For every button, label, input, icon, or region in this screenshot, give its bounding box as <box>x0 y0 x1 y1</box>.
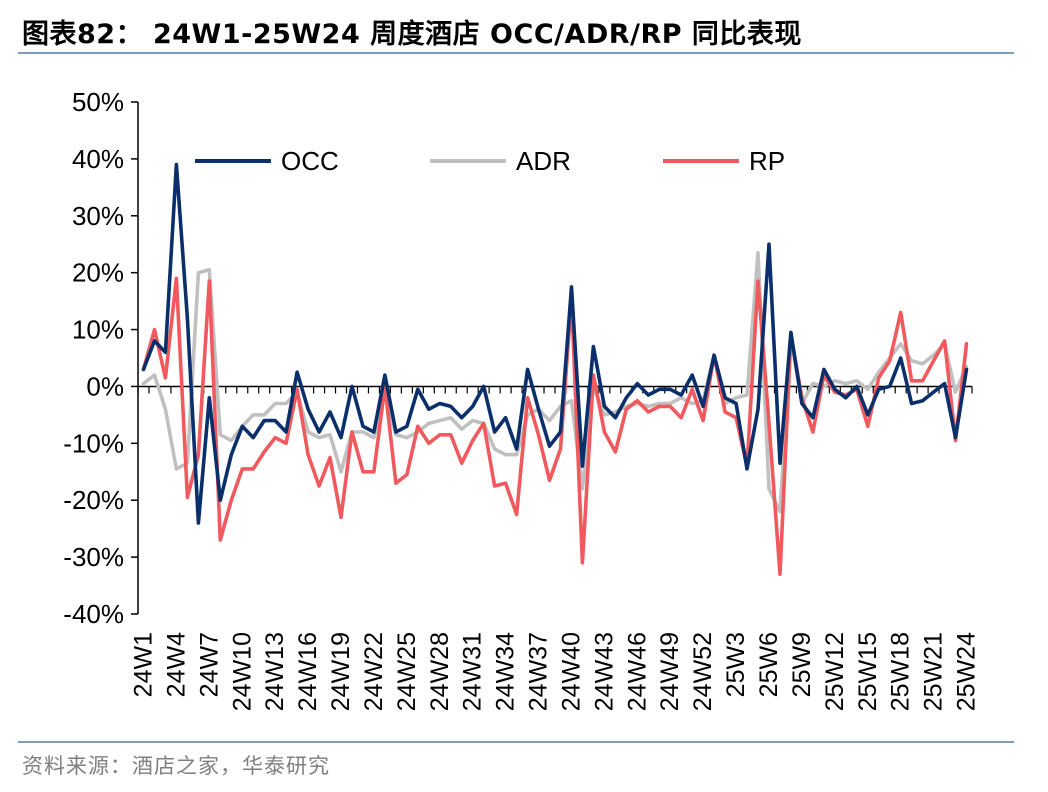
x-tick-label: 24W37 <box>525 632 553 711</box>
x-tick-label: 24W49 <box>656 632 684 711</box>
x-tick-label: 25W3 <box>722 632 750 697</box>
x-tick-label: 24W19 <box>327 632 355 711</box>
y-tick-label: 20% <box>72 258 124 288</box>
x-tick-label: 25W12 <box>821 632 849 711</box>
y-tick-label: -30% <box>63 542 124 572</box>
x-tick-label: 25W24 <box>953 632 981 711</box>
legend-label-rp: RP <box>749 146 785 176</box>
series-layer <box>141 162 969 577</box>
title-divider <box>18 52 1014 54</box>
x-tick-label: 24W28 <box>426 632 454 711</box>
x-tick-label: 24W43 <box>590 632 618 711</box>
y-tick-label: -40% <box>63 599 124 629</box>
y-tick-label: 0% <box>86 371 124 401</box>
x-tick-label: 25W15 <box>854 632 882 711</box>
x-tick-label: 24W25 <box>393 632 421 711</box>
x-tick-label: 24W1 <box>129 632 157 697</box>
x-tick-label: 25W9 <box>788 632 816 697</box>
x-tick-label: 24W52 <box>689 632 717 711</box>
legend-label-adr: ADR <box>516 146 571 176</box>
source-divider <box>18 741 1014 743</box>
x-tick-label: 24W34 <box>492 632 520 711</box>
x-tick-label: 24W4 <box>162 632 190 697</box>
y-tick-label: 50% <box>72 87 124 117</box>
y-tick-label: -20% <box>63 485 124 515</box>
source-note: 资料来源：酒店之家，华泰研究 <box>22 754 330 778</box>
y-tick-label: 30% <box>72 201 124 231</box>
x-tick-label: 25W18 <box>887 632 915 711</box>
x-tick-label: 24W31 <box>459 632 487 711</box>
chart-title: 图表82： 24W1-25W24 周度酒店 OCC/ADR/RP 同比表现 <box>22 19 802 50</box>
y-tick-label: 10% <box>72 315 124 345</box>
series-line-occ <box>141 162 969 525</box>
x-tick-label: 24W22 <box>360 632 388 711</box>
series-line-rp <box>141 276 969 577</box>
x-tick-label: 24W46 <box>623 632 651 711</box>
series-line-adr <box>141 251 969 514</box>
x-tick-label: 24W7 <box>195 632 223 697</box>
x-tick-label: 24W10 <box>228 632 256 711</box>
y-tick-label: 40% <box>72 144 124 174</box>
y-tick-label: -10% <box>63 428 124 458</box>
x-tick-label: 25W21 <box>920 632 948 711</box>
legend-label-occ: OCC <box>281 146 339 176</box>
x-tick-label: 25W6 <box>755 632 783 697</box>
legend: OCC ADR RP <box>195 146 785 176</box>
x-tick-label: 24W16 <box>294 632 322 711</box>
x-tick-label: 24W13 <box>261 632 289 711</box>
axes-layer: -40%-30%-20%-10%0%10%20%30%40%50%24W1 24W… <box>63 87 980 711</box>
x-tick-label: 24W40 <box>557 632 585 711</box>
